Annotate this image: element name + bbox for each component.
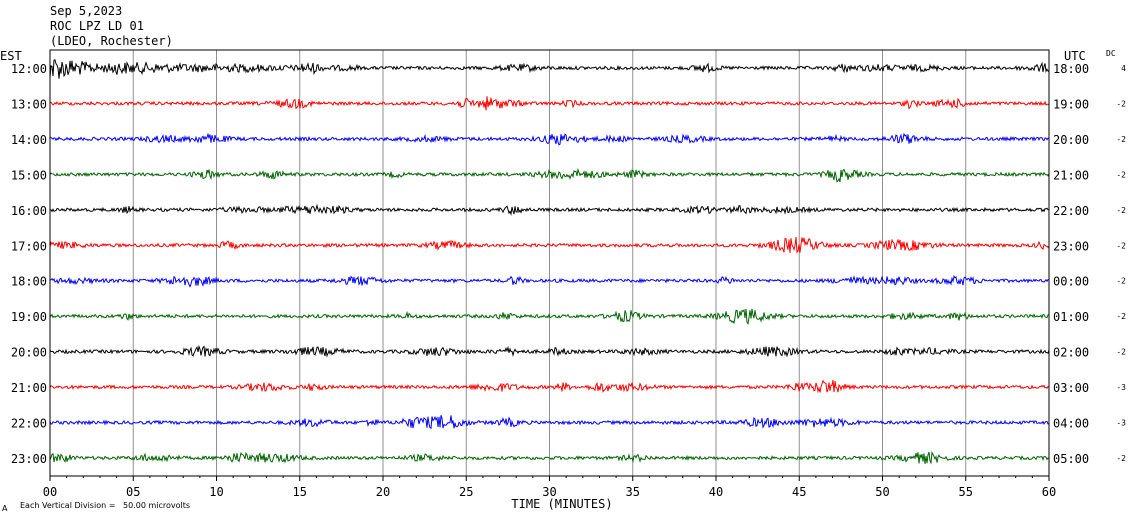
x-ticks: 00 05 10 15 20 25 30 35 40 45 50 55 60 [43, 476, 1056, 499]
x-axis-label: TIME (MINUTES) [511, 497, 612, 511]
utc-hour-label: 22:00 [1053, 204, 1089, 218]
est-hour-label: 18:00 [11, 275, 47, 289]
x-tick-label: 20 [376, 485, 390, 499]
utc-hour-label: 21:00 [1053, 168, 1089, 182]
utc-hour-label: 05:00 [1053, 452, 1089, 466]
footer-note: Each Vertical Division = 50.00 microvolt… [20, 501, 190, 510]
x-tick-label: 10 [209, 485, 223, 499]
x-tick-label: 25 [459, 485, 473, 499]
est-hour-label: 16:00 [11, 204, 47, 218]
x-tick-label: 05 [126, 485, 140, 499]
est-hour-label: 12:00 [11, 62, 47, 76]
dc-offset-label: -2 [1116, 170, 1126, 179]
dc-offset-label: -2 [1116, 241, 1126, 250]
network-label: (LDEO, Rochester) [50, 34, 173, 48]
dc-offset-label: -2 [1116, 206, 1126, 215]
dc-offset-label: -2 [1116, 348, 1126, 357]
utc-hour-label: 23:00 [1053, 239, 1089, 253]
row-labels: 12:00 18:00 4 13:00 19:00 -2 14:00 20:00 -2 15:00… [11, 62, 1126, 466]
x-tick-label: 15 [293, 485, 307, 499]
dc-offset-label: -3 [1116, 419, 1126, 428]
utc-hour-label: 18:00 [1053, 62, 1089, 76]
trace-line [50, 203, 1049, 216]
dc-offset-label: -2 [1116, 135, 1126, 144]
dc-offset-label: -2 [1116, 312, 1126, 321]
trace-line [49, 308, 1050, 326]
est-hour-label: 21:00 [11, 381, 47, 395]
est-hour-label: 23:00 [11, 452, 47, 466]
trace-line [49, 344, 1050, 358]
trace-line [49, 132, 1050, 146]
grid-lines [132, 50, 967, 476]
x-tick-label: 40 [709, 485, 723, 499]
trace-line [49, 415, 1050, 429]
trace-line [49, 236, 1050, 254]
utc-hour-label: 00:00 [1053, 275, 1089, 289]
x-tick-label: 50 [875, 485, 889, 499]
dc-offset-label: -3 [1116, 383, 1126, 392]
x-tick-label: 45 [792, 485, 806, 499]
est-hour-label: 13:00 [11, 97, 47, 111]
station-label: ROC LPZ LD 01 [50, 19, 144, 33]
dc-offset-label: 4 [1121, 64, 1126, 73]
est-hour-label: 15:00 [11, 168, 47, 182]
est-hour-label: 20:00 [11, 346, 47, 360]
est-hour-label: 17:00 [11, 239, 47, 253]
trace-line [49, 379, 1050, 394]
x-tick-label: 35 [626, 485, 640, 499]
utc-hour-label: 02:00 [1053, 346, 1089, 360]
trace-line [49, 167, 1050, 183]
dc-label: DC [1106, 49, 1116, 58]
est-axis-label: EST [0, 49, 22, 63]
dc-offset-label: -2 [1116, 277, 1126, 286]
x-tick-label: 60 [1042, 485, 1056, 499]
est-hour-label: 22:00 [11, 417, 47, 431]
dc-offset-label: -2 [1116, 454, 1126, 463]
x-tick-label: 30 [542, 485, 556, 499]
trace-line [49, 451, 1050, 465]
x-tick-label: 00 [43, 485, 57, 499]
footer-mark: A [2, 504, 8, 513]
est-hour-label: 14:00 [11, 133, 47, 147]
est-hour-label: 19:00 [11, 310, 47, 324]
seismic-traces [49, 59, 1050, 465]
trace-line [49, 274, 1049, 288]
utc-axis-label: UTC [1064, 49, 1086, 63]
date-label: Sep 5,2023 [50, 4, 123, 18]
utc-hour-label: 01:00 [1053, 310, 1089, 324]
utc-hour-label: 03:00 [1053, 381, 1089, 395]
utc-hour-label: 20:00 [1053, 133, 1089, 147]
utc-hour-label: 04:00 [1053, 417, 1089, 431]
trace-line [49, 59, 1050, 79]
x-tick-label: 55 [959, 485, 973, 499]
utc-hour-label: 19:00 [1053, 97, 1089, 111]
trace-line [49, 96, 1050, 111]
dc-offset-label: -2 [1116, 99, 1126, 108]
